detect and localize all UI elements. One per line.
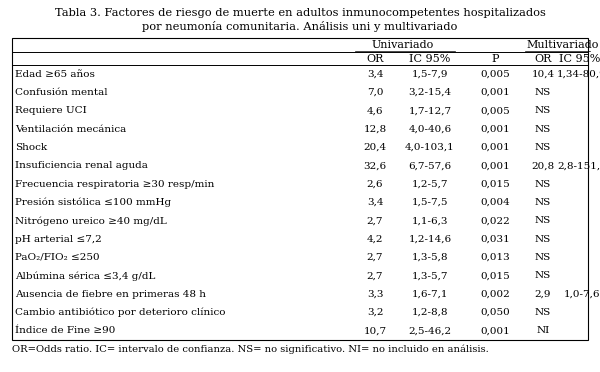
Text: 1,5-7,5: 1,5-7,5: [412, 198, 448, 207]
Bar: [12, 38, 588, 340]
Text: 2,6: 2,6: [367, 180, 383, 189]
Text: 2,7: 2,7: [367, 217, 383, 225]
Text: 0,015: 0,015: [480, 271, 510, 280]
Text: 2,9: 2,9: [535, 290, 551, 299]
Text: 1,3-5,7: 1,3-5,7: [412, 271, 448, 280]
Text: por neumonía comunitaria. Análisis uni y multivariado: por neumonía comunitaria. Análisis uni y…: [142, 21, 458, 32]
Text: Univariado: Univariado: [371, 40, 434, 50]
Text: Ventilación mecánica: Ventilación mecánica: [15, 125, 126, 134]
Text: Requiere UCI: Requiere UCI: [15, 106, 87, 115]
Text: 12,8: 12,8: [364, 125, 386, 134]
Text: Índice de Fine ≥90: Índice de Fine ≥90: [15, 326, 115, 335]
Text: Nitrógeno ureico ≥40 mg/dL: Nitrógeno ureico ≥40 mg/dL: [15, 216, 167, 225]
Text: 1,2-14,6: 1,2-14,6: [409, 235, 452, 244]
Text: 4,0-40,6: 4,0-40,6: [409, 125, 452, 134]
Text: NS: NS: [535, 106, 551, 115]
Text: 4,6: 4,6: [367, 106, 383, 115]
Text: 10,4: 10,4: [532, 70, 554, 78]
Text: Cambio antibiótico por deterioro clínico: Cambio antibiótico por deterioro clínico: [15, 308, 226, 317]
Text: 1,2-8,8: 1,2-8,8: [412, 308, 448, 317]
Text: NI: NI: [536, 326, 550, 335]
Text: Albúmina sérica ≤3,4 g/dL: Albúmina sérica ≤3,4 g/dL: [15, 271, 155, 280]
Text: 10,7: 10,7: [364, 326, 386, 335]
Text: PaO₂/FIO₂ ≤250: PaO₂/FIO₂ ≤250: [15, 253, 100, 262]
Text: NS: NS: [535, 217, 551, 225]
Text: Confusión mental: Confusión mental: [15, 88, 107, 97]
Text: 0,002: 0,002: [480, 290, 510, 299]
Text: 1,1-6,3: 1,1-6,3: [412, 217, 448, 225]
Text: OR=Odds ratio. IC= intervalo de confianza. NS= no significativo. NI= no incluido: OR=Odds ratio. IC= intervalo de confianz…: [12, 344, 489, 353]
Text: 6,7-57,6: 6,7-57,6: [409, 161, 452, 170]
Text: NS: NS: [535, 143, 551, 152]
Text: NS: NS: [535, 125, 551, 134]
Text: 0,013: 0,013: [480, 253, 510, 262]
Text: 3,4: 3,4: [367, 70, 383, 78]
Text: 2,7: 2,7: [367, 271, 383, 280]
Text: Insuficiencia renal aguda: Insuficiencia renal aguda: [15, 161, 148, 170]
Text: 0,050: 0,050: [480, 308, 510, 317]
Text: NS: NS: [535, 308, 551, 317]
Text: 7,0: 7,0: [367, 88, 383, 97]
Text: 0,022: 0,022: [480, 217, 510, 225]
Text: 0,001: 0,001: [480, 125, 510, 134]
Text: 2,5-46,2: 2,5-46,2: [409, 326, 452, 335]
Text: 1,34-80,9: 1,34-80,9: [557, 70, 600, 78]
Text: pH arterial ≤7,2: pH arterial ≤7,2: [15, 235, 102, 244]
Text: 0,005: 0,005: [480, 106, 510, 115]
Text: NS: NS: [535, 235, 551, 244]
Text: Multivariado: Multivariado: [526, 40, 599, 50]
Text: IC 95%: IC 95%: [409, 54, 451, 64]
Text: 0,001: 0,001: [480, 88, 510, 97]
Text: 3,2-15,4: 3,2-15,4: [409, 88, 452, 97]
Text: 20,4: 20,4: [364, 143, 386, 152]
Text: NS: NS: [535, 253, 551, 262]
Text: NS: NS: [535, 271, 551, 280]
Text: 20,8: 20,8: [532, 161, 554, 170]
Text: 0,031: 0,031: [480, 235, 510, 244]
Text: NS: NS: [535, 180, 551, 189]
Text: 4,2: 4,2: [367, 235, 383, 244]
Text: Presión sistólica ≤100 mmHg: Presión sistólica ≤100 mmHg: [15, 198, 171, 207]
Text: 1,5-7,9: 1,5-7,9: [412, 70, 448, 78]
Text: 0,004: 0,004: [480, 198, 510, 207]
Text: 1,3-5,8: 1,3-5,8: [412, 253, 448, 262]
Text: 0,001: 0,001: [480, 161, 510, 170]
Text: 0,015: 0,015: [480, 180, 510, 189]
Text: OR: OR: [367, 54, 383, 64]
Text: 1,7-12,7: 1,7-12,7: [409, 106, 452, 115]
Text: 1,2-5,7: 1,2-5,7: [412, 180, 448, 189]
Text: P: P: [491, 54, 499, 64]
Text: 0,005: 0,005: [480, 70, 510, 78]
Text: Ausencia de fiebre en primeras 48 h: Ausencia de fiebre en primeras 48 h: [15, 290, 206, 299]
Text: 2,7: 2,7: [367, 253, 383, 262]
Text: 3,4: 3,4: [367, 198, 383, 207]
Text: 1,6-7,1: 1,6-7,1: [412, 290, 448, 299]
Text: 2,8-151,3: 2,8-151,3: [557, 161, 600, 170]
Text: Edad ≥65 años: Edad ≥65 años: [15, 70, 95, 78]
Text: NS: NS: [535, 88, 551, 97]
Text: Frecuencia respiratoria ≥30 resp/min: Frecuencia respiratoria ≥30 resp/min: [15, 180, 214, 189]
Text: Tabla 3. Factores de riesgo de muerte en adultos inmunocompetentes hospitalizado: Tabla 3. Factores de riesgo de muerte en…: [55, 8, 545, 18]
Text: OR: OR: [535, 54, 551, 64]
Text: 0,001: 0,001: [480, 143, 510, 152]
Text: 3,2: 3,2: [367, 308, 383, 317]
Text: NS: NS: [535, 198, 551, 207]
Text: 3,3: 3,3: [367, 290, 383, 299]
Text: Shock: Shock: [15, 143, 47, 152]
Text: 1,0-7,6: 1,0-7,6: [564, 290, 600, 299]
Text: 4,0-103,1: 4,0-103,1: [405, 143, 455, 152]
Text: 32,6: 32,6: [364, 161, 386, 170]
Text: IC 95%: IC 95%: [559, 54, 600, 64]
Text: 0,001: 0,001: [480, 326, 510, 335]
